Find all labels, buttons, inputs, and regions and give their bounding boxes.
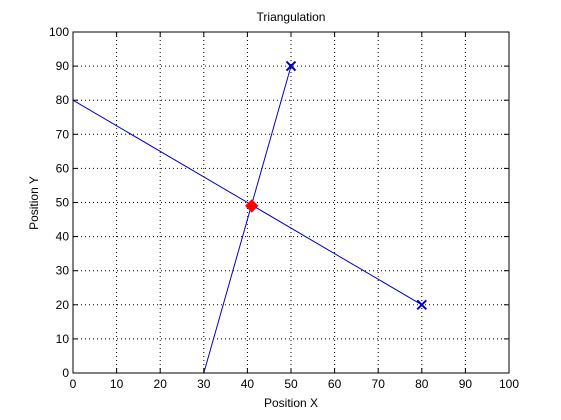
series-line-1 xyxy=(203,65,292,374)
ticks-group: 0 10 20 30 40 50 60 70 80 90 100 0 10 20 30 40 50 60 70 80 9… xyxy=(49,25,519,391)
x-tick-label: 80 xyxy=(415,377,429,391)
x-tick-label: 30 xyxy=(197,377,211,391)
markers-group xyxy=(245,60,428,311)
y-axis-title: Position Y xyxy=(27,176,41,230)
y-tick-label: 60 xyxy=(56,161,70,175)
y-tick-label: 10 xyxy=(56,332,70,346)
x-tick-label: 70 xyxy=(372,377,386,391)
x-tick-label: 20 xyxy=(154,377,168,391)
x-axis-title: Position X xyxy=(264,396,318,410)
series-line-2 xyxy=(72,99,423,306)
x-tick-label: 100 xyxy=(499,377,519,391)
y-tick-label: 20 xyxy=(56,298,70,312)
x-marker xyxy=(285,60,297,72)
x-tick-label: 0 xyxy=(70,377,77,391)
x-tick-label: 10 xyxy=(110,377,124,391)
x-tick-label: 90 xyxy=(459,377,473,391)
grid xyxy=(73,32,509,373)
y-tick-label: 80 xyxy=(56,93,70,107)
y-tick-label: 100 xyxy=(49,25,69,39)
y-tick-label: 50 xyxy=(56,196,70,210)
chart-title: Triangulation xyxy=(257,10,326,24)
intersection-marker xyxy=(245,199,259,213)
x-marker xyxy=(416,299,428,311)
x-tick-label: 50 xyxy=(284,377,298,391)
plot-area xyxy=(73,32,509,373)
x-tick-label: 60 xyxy=(328,377,342,391)
y-tick-label: 70 xyxy=(56,127,70,141)
series-group xyxy=(72,65,423,374)
y-tick-label: 30 xyxy=(56,264,70,278)
y-tick-label: 90 xyxy=(56,59,70,73)
y-tick-label: 40 xyxy=(56,230,70,244)
y-tick-label: 0 xyxy=(62,366,69,380)
x-tick-label: 40 xyxy=(241,377,255,391)
